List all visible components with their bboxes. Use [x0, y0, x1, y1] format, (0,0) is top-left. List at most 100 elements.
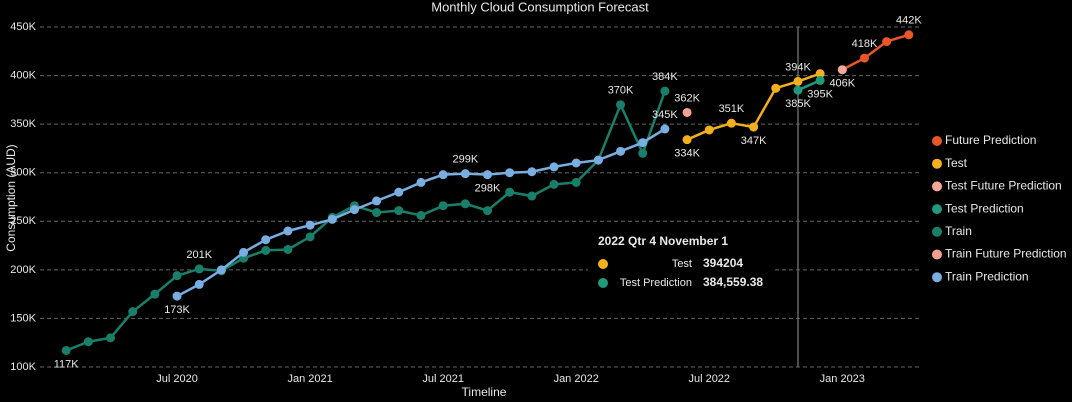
y-tick-label: 200K: [10, 264, 36, 276]
data-point: [261, 235, 271, 245]
series: 173K 299K 298K 345K: [164, 109, 678, 316]
data-label: 334K: [674, 148, 700, 160]
data-point: [150, 289, 160, 299]
data-label: 362K: [674, 92, 700, 104]
data-point: [793, 76, 803, 86]
data-point: [638, 138, 648, 148]
data-label: 201K: [186, 249, 212, 261]
data-point: [593, 155, 603, 165]
data-label: 370K: [608, 85, 634, 97]
x-tick-label: Jan 2023: [820, 373, 865, 385]
data-point: [416, 210, 426, 220]
data-point: [660, 86, 670, 96]
legend-marker: [932, 249, 942, 260]
data-point: [638, 148, 648, 158]
series: 117K 201K 370K 384K: [54, 71, 679, 370]
x-tick-label: Jul 2020: [156, 373, 198, 385]
data-point: [616, 100, 626, 110]
data-point: [660, 124, 670, 134]
series: 418K 442K: [837, 15, 922, 75]
legend-label: Train: [945, 224, 972, 238]
data-point: [172, 291, 182, 301]
tooltip-title: 2022 Qtr 4 November 1: [598, 234, 728, 248]
data-point: [771, 83, 781, 93]
data-label: 385K: [785, 98, 811, 110]
data-point: [172, 271, 182, 281]
data-point: [372, 196, 382, 206]
legend-label: Train Future Prediction: [945, 247, 1067, 261]
series: 334K 351K 347K 394K: [674, 61, 825, 160]
data-point: [106, 333, 116, 343]
data-point: [438, 201, 448, 211]
data-point: [83, 337, 93, 347]
data-point: [305, 232, 315, 242]
chart-title: Monthly Cloud Consumption Forecast: [431, 0, 649, 14]
x-axis-title: Timeline: [462, 385, 507, 399]
legend-marker: [932, 226, 942, 237]
legend-label: Test Future Prediction: [945, 179, 1062, 193]
y-tick-label: 100K: [10, 361, 36, 373]
data-point: [904, 30, 914, 40]
data-point: [726, 118, 736, 128]
data-point: [327, 214, 337, 224]
data-label: 347K: [741, 135, 767, 147]
data-point: [505, 187, 515, 197]
data-point: [549, 179, 559, 189]
data-point: [61, 345, 71, 355]
data-point: [571, 158, 581, 168]
x-tick-label: Jul 2022: [688, 373, 730, 385]
data-point: [261, 245, 271, 255]
tooltip-marker: [598, 278, 608, 288]
data-point: [571, 177, 581, 187]
data-point: [283, 244, 293, 254]
data-label: 442K: [896, 15, 922, 27]
data-point: [460, 169, 470, 179]
data-point: [438, 170, 448, 180]
data-point: [682, 107, 692, 117]
tooltip-name: Test Prediction: [620, 277, 692, 289]
data-point: [505, 168, 515, 178]
data-point: [682, 135, 692, 145]
legend-marker: [932, 181, 942, 192]
y-tick-label: 250K: [10, 215, 36, 227]
data-point: [616, 146, 626, 156]
tooltip-marker: [598, 259, 608, 269]
data-point: [283, 226, 293, 236]
data-label: 299K: [452, 154, 478, 166]
data-point: [460, 199, 470, 209]
legend-label: Test Prediction: [945, 201, 1024, 215]
data-point: [549, 162, 559, 172]
y-tick-label: 400K: [10, 69, 36, 81]
data-point: [349, 205, 359, 215]
data-point: [882, 37, 892, 47]
data-label: 351K: [719, 103, 745, 115]
y-tick-label: 450K: [10, 21, 36, 33]
data-point: [793, 85, 803, 95]
data-label: 345K: [652, 109, 678, 121]
data-point: [704, 125, 714, 135]
data-point: [394, 206, 404, 216]
legend-label: Test: [945, 156, 968, 170]
legend-marker: [932, 136, 942, 146]
tooltip-box: [588, 230, 774, 296]
data-point: [194, 264, 204, 274]
data-point: [483, 170, 492, 180]
data-label: 418K: [852, 38, 878, 50]
data-point: [128, 307, 138, 317]
data-point: [815, 75, 825, 85]
data-label: 394K: [785, 61, 811, 73]
data-point: [749, 122, 759, 132]
y-tick-label: 350K: [10, 118, 36, 130]
tooltip-value: 384,559.38: [703, 275, 763, 289]
data-label: 173K: [164, 304, 190, 316]
data-point: [194, 279, 204, 289]
data-point: [416, 177, 426, 187]
data-label: 406K: [829, 78, 855, 90]
data-point: [372, 208, 382, 218]
data-point: [305, 220, 315, 230]
tooltip: 2022 Qtr 4 November 1 Test 394204 Test Pred…: [588, 230, 774, 296]
x-tick-label: Jan 2022: [554, 373, 599, 385]
